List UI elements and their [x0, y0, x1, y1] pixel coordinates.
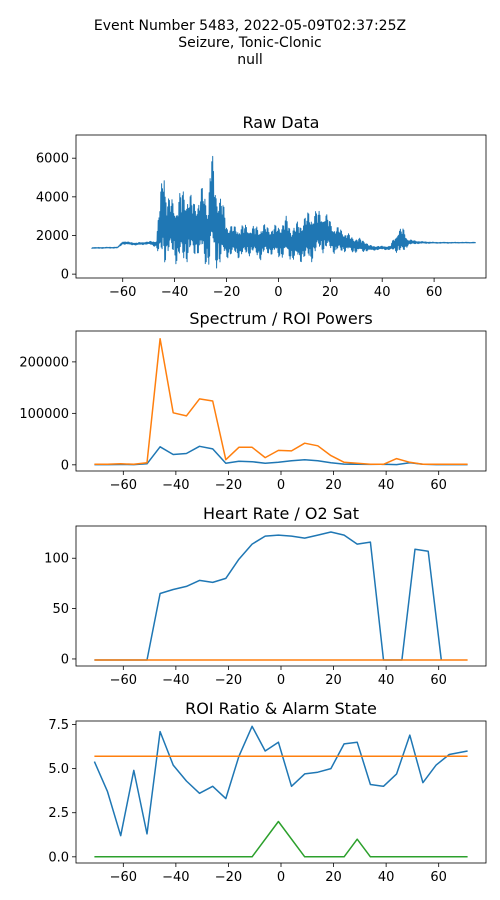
panel-1-series-group	[91, 155, 476, 269]
panel-3-ytick-label: 100	[44, 552, 69, 567]
panel-2-title: Spectrum / ROI Powers	[189, 309, 372, 328]
panel-4-series-1-line	[93, 725, 468, 837]
panel-1-frame	[75, 134, 487, 279]
panel-1-series-1-line	[91, 155, 476, 269]
panel-4-ytick-label: 7.5	[48, 718, 69, 733]
panel-1-ytick-label: 2000	[36, 229, 69, 244]
panel-2-series-group	[94, 337, 468, 466]
panel-4-xtick-label: 60	[430, 870, 447, 885]
panel-4-xtick-label: −40	[162, 870, 189, 885]
panel-2-ytick-label: 200000	[19, 355, 69, 370]
panel-1-xtick-label: 20	[322, 285, 339, 300]
panel-4-xtick-label: 0	[277, 870, 285, 885]
panel-4-title: ROI Ratio & Alarm State	[185, 699, 377, 718]
panel-2-series-2-line	[94, 337, 468, 466]
panel-2-ytick-label: 100000	[19, 407, 69, 422]
panel-2-xtick-label: 0	[277, 478, 285, 493]
panel-2-xtick-label: 40	[378, 478, 395, 493]
panel-1-xtick-label: −20	[213, 285, 240, 300]
panel-4-ytick-label: 0.0	[48, 850, 69, 865]
subplot-panels: Raw Data−60 −40 −20 0 20 40 600200040006000Spe…	[19, 113, 487, 885]
panel-1-ytick-label: 0	[61, 268, 69, 283]
panel-1-xtick-label: 0	[274, 285, 282, 300]
panel-2-xtick-label: −60	[110, 478, 137, 493]
panel-3-xtick-label: −40	[162, 673, 189, 688]
panel-1-ytick-label: 6000	[36, 152, 69, 167]
panel-3: Heart Rate / O2 Sat −60 −40 −20 0 20 40 60 0 50 10…	[44, 504, 487, 688]
panel-4-series-3-line	[94, 820, 468, 858]
panel-3-ytick-label: 0	[61, 652, 69, 667]
panel-4-xtick-label: 20	[325, 870, 342, 885]
panel-3-xtick-label: 60	[430, 673, 447, 688]
panel-1-ytick-label: 4000	[36, 190, 69, 205]
panel-3-ytick-label: 50	[52, 602, 69, 617]
suptitle-line-3: null	[237, 52, 263, 68]
panel-1-xtick-label: 40	[374, 285, 391, 300]
panel-3-title: Heart Rate / O2 Sat	[203, 504, 359, 523]
panel-4-ytick-label: 5.0	[48, 762, 69, 777]
panel-3-series-group	[94, 531, 468, 661]
panel-1-xtick-label: −40	[161, 285, 188, 300]
panel-2-xtick-label: 20	[325, 478, 342, 493]
panel-3-xtick-label: 0	[277, 673, 285, 688]
panel-2-series-1-line	[94, 445, 468, 466]
suptitle-line-2: Seizure, Tonic-Clonic	[178, 35, 322, 51]
panel-1-xtick-label: −60	[109, 285, 136, 300]
panel-4-frame	[75, 720, 487, 864]
panel-3-xtick-label: −20	[215, 673, 242, 688]
panel-3-xtick-label: −60	[110, 673, 137, 688]
panel-2-xtick-label: −20	[215, 478, 242, 493]
panel-4-xtick-label: 40	[378, 870, 395, 885]
panel-4: ROI Ratio & Alarm State −60 −40 −20 0 20 40 60 0…	[48, 699, 487, 885]
panel-4-ytick-label: 2.5	[48, 806, 69, 821]
panel-4-xtick-label: −20	[215, 870, 242, 885]
panel-2-xtick-label: 60	[430, 478, 447, 493]
panel-3-xtick-label: 20	[325, 673, 342, 688]
panel-1: Raw Data −60 −40 −20 0 20 40 60 0 2000 4000 6000	[36, 113, 487, 300]
panel-3-frame	[75, 525, 487, 667]
panel-3-xtick-label: 40	[378, 673, 395, 688]
panel-2-ytick-label: 0	[61, 458, 69, 473]
panel-1-title: Raw Data	[243, 113, 320, 132]
panel-4-series-group	[93, 725, 468, 858]
panel-2-xtick-label: −40	[162, 478, 189, 493]
panel-4-xtick-label: −60	[110, 870, 137, 885]
panel-2: Spectrum / ROI Powers −60 −40 −20 0 20 40 60 0 10…	[19, 309, 487, 493]
panel-1-xtick-label: 60	[426, 285, 443, 300]
panel-3-series-1-line	[94, 531, 443, 661]
suptitle-line-1: Event Number 5483, 2022-05-09T02:37:25Z	[94, 18, 406, 34]
